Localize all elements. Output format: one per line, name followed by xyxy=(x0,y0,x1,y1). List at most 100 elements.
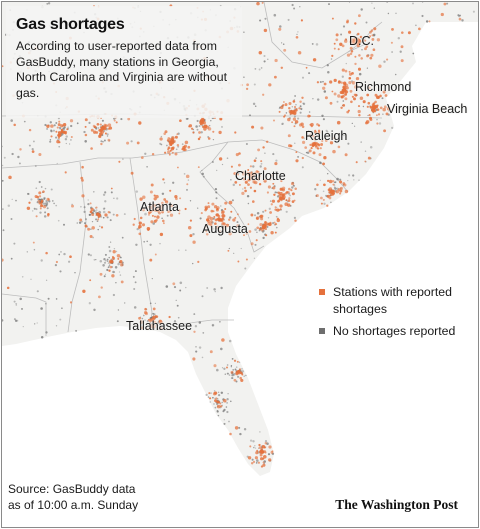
station-dot xyxy=(254,243,257,246)
shortage-station-dot xyxy=(214,399,218,403)
station-dot xyxy=(99,211,102,213)
station-dot xyxy=(53,124,56,127)
shortage-station-dot xyxy=(374,105,378,109)
station-dot xyxy=(102,216,105,219)
station-dot xyxy=(108,264,111,266)
shortage-station-dot xyxy=(377,96,380,99)
shortage-station-dot xyxy=(99,123,102,126)
shortage-station-dot xyxy=(371,37,375,41)
shortage-station-dot xyxy=(280,105,284,110)
shortage-station-dot xyxy=(215,397,218,400)
shortage-station-dot xyxy=(295,35,299,39)
station-dot xyxy=(268,207,271,210)
station-dot xyxy=(253,446,255,449)
shortage-station-dot xyxy=(46,197,50,201)
station-dot xyxy=(15,302,18,305)
shortage-station-dot xyxy=(238,368,242,371)
station-dot xyxy=(279,25,282,28)
shortage-station-dot xyxy=(312,58,317,62)
shortage-station-dot xyxy=(158,211,162,215)
station-dot xyxy=(166,144,168,147)
shortage-station-dot xyxy=(138,232,142,236)
station-dot xyxy=(228,420,230,423)
shortage-station-dot xyxy=(91,213,95,217)
station-dot xyxy=(113,247,116,250)
shortage-station-dot xyxy=(317,124,321,127)
shortage-station-dot xyxy=(315,145,319,149)
shortage-station-dot xyxy=(153,194,156,197)
station-dot xyxy=(185,322,188,326)
shortage-station-dot xyxy=(109,265,113,269)
station-dot xyxy=(84,140,87,143)
shortage-station-dot xyxy=(233,172,237,176)
station-dot xyxy=(205,393,208,397)
shortage-station-dot xyxy=(312,151,316,155)
shortage-station-dot xyxy=(333,78,337,83)
station-dot xyxy=(93,308,96,312)
station-dot xyxy=(54,263,58,267)
intro-panel xyxy=(6,6,242,118)
station-dot xyxy=(254,445,256,447)
shortage-station-dot xyxy=(98,295,101,299)
station-dot xyxy=(228,374,231,376)
shortage-station-dot xyxy=(170,147,175,151)
shortage-station-dot xyxy=(273,119,275,122)
station-dot xyxy=(104,191,107,194)
station-dot xyxy=(232,183,236,187)
shortage-station-dot xyxy=(279,204,283,208)
station-dot xyxy=(159,242,161,245)
shortage-station-dot xyxy=(179,197,182,200)
shortage-station-dot xyxy=(349,89,353,93)
station-dot xyxy=(386,2,389,3)
shortage-station-dot xyxy=(126,141,130,145)
shortage-station-dot xyxy=(350,38,354,42)
station-dot xyxy=(234,368,237,371)
shortage-station-dot xyxy=(175,197,178,201)
shortage-station-dot xyxy=(39,207,42,210)
shortage-station-dot xyxy=(172,139,176,144)
shortage-station-dot xyxy=(185,174,190,179)
shortage-station-dot xyxy=(263,450,267,453)
shortage-station-dot xyxy=(201,121,205,125)
station-dot xyxy=(221,163,224,166)
station-dot xyxy=(220,347,223,351)
shortage-station-dot xyxy=(283,114,287,117)
shortage-station-dot xyxy=(84,118,88,122)
station-dot xyxy=(228,247,230,250)
shortage-station-dot xyxy=(238,152,241,155)
station-dot xyxy=(243,76,245,79)
station-dot xyxy=(382,113,384,115)
station-dot xyxy=(373,7,375,9)
station-dot xyxy=(244,267,247,270)
shortage-station-dot xyxy=(329,80,333,84)
shortage-station-dot xyxy=(96,122,100,126)
state-border xyxy=(129,157,153,327)
shortage-station-dot xyxy=(281,195,284,198)
station-dot xyxy=(21,276,24,278)
shortage-station-dot xyxy=(138,221,142,225)
shortage-station-dot xyxy=(241,191,245,196)
station-dot xyxy=(95,258,97,261)
shortage-station-dot xyxy=(344,189,349,194)
shortage-station-dot xyxy=(221,210,225,215)
shortage-station-dot xyxy=(401,31,404,34)
shortage-station-dot xyxy=(349,40,352,44)
city-label-dc: D.C. xyxy=(349,34,374,48)
station-dot xyxy=(347,174,351,177)
station-dot xyxy=(338,132,340,135)
station-dot xyxy=(55,136,58,139)
station-dot xyxy=(347,179,349,182)
station-dot xyxy=(91,220,94,223)
shortage-station-dot xyxy=(238,163,241,167)
shortage-station-dot xyxy=(108,269,111,272)
station-dot xyxy=(264,440,268,443)
station-dot xyxy=(245,142,248,146)
station-dot xyxy=(59,270,62,273)
station-dot xyxy=(11,198,13,200)
shortage-station-dot xyxy=(373,102,376,105)
shortage-station-dot xyxy=(320,143,324,146)
station-dot xyxy=(44,211,47,214)
station-dot xyxy=(179,281,183,285)
shortage-station-dot xyxy=(247,223,250,226)
shortage-swatch-icon xyxy=(319,289,325,295)
